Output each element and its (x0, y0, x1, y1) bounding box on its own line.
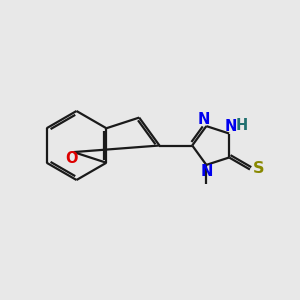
Text: N: N (201, 164, 213, 179)
Text: S: S (253, 161, 264, 176)
Text: O: O (65, 151, 77, 166)
Text: N: N (197, 112, 209, 127)
Text: N: N (224, 119, 237, 134)
Text: H: H (236, 118, 248, 133)
